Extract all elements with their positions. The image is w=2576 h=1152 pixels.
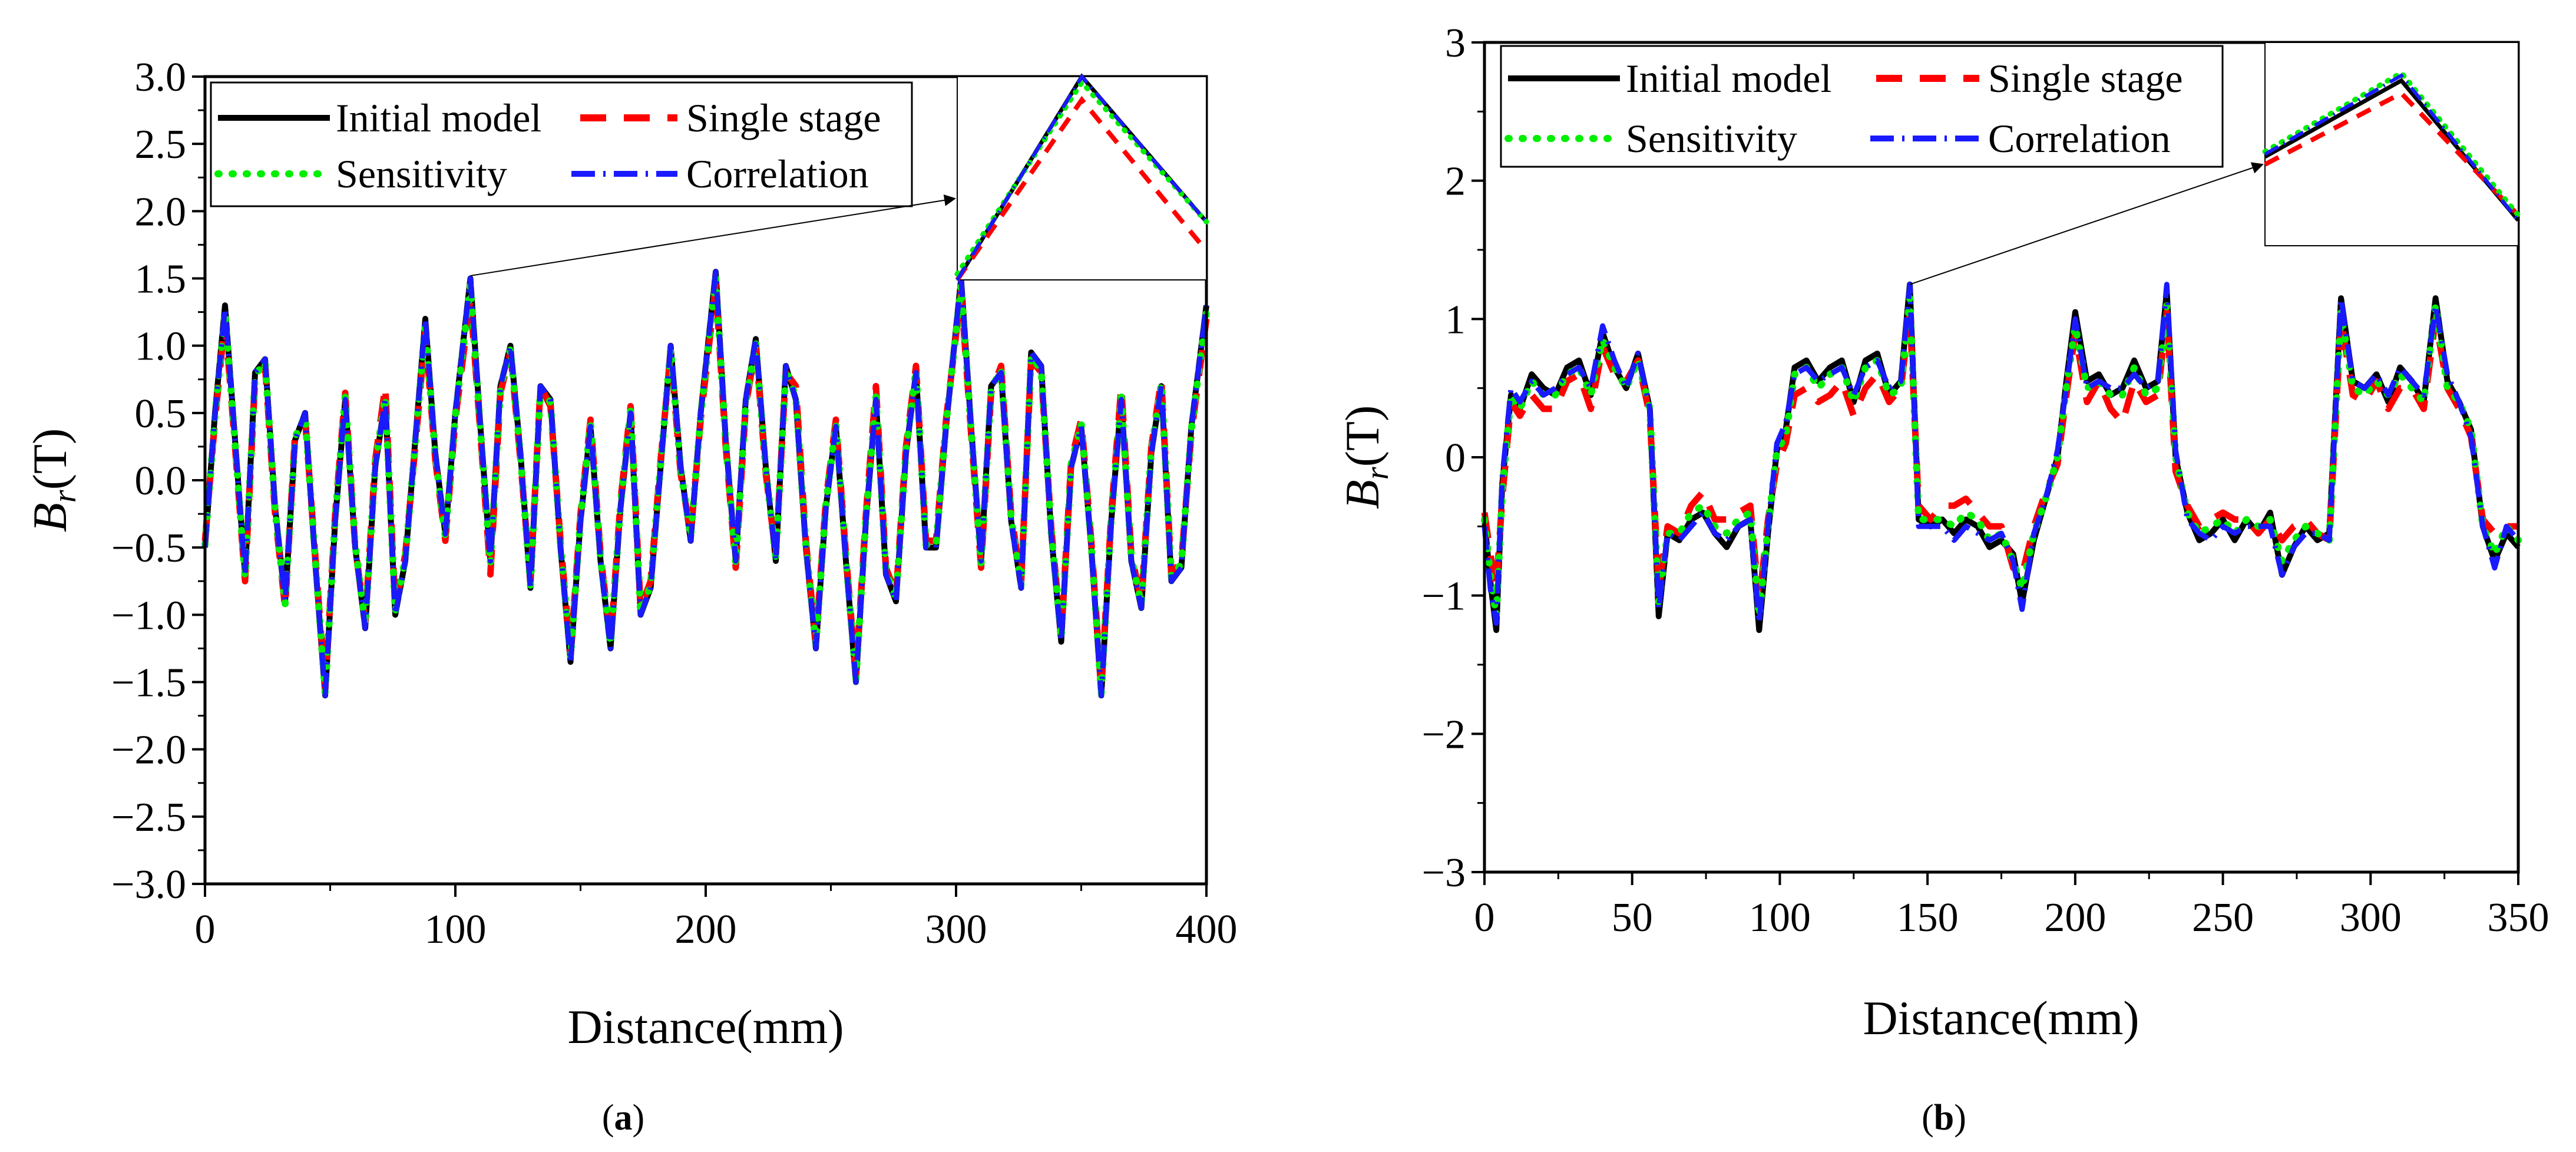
inset-b (2262, 42, 2521, 246)
x-tick-label-50-b: 50 (1612, 895, 1653, 940)
zoom-arrow-a (470, 194, 956, 276)
y-tick-label-2-a: −2.0 (111, 728, 186, 773)
series-line-correlation-b (1482, 282, 2521, 626)
legend-label-initial-model-b: Initial model (1626, 56, 1831, 101)
legend-label-sensitivity-a: Sensitivity (336, 151, 507, 196)
y-axis-label-b: Br(T) (1335, 405, 1396, 510)
inset-line-single-stage-b (2264, 90, 2520, 217)
y-axis-subscript-b: r (1359, 467, 1396, 480)
y-axis-unit-a: (T) (23, 428, 77, 490)
x-tick-label-0-a: 0 (195, 907, 216, 952)
legend-label-single-stage-a: Single stage (686, 95, 881, 140)
legend-label-single-stage-b: Single stage (1988, 56, 2183, 101)
y-axis-unit-b: (T) (1335, 405, 1389, 467)
y-tick-label-5-a: −0.5 (111, 526, 186, 571)
legend-a: Initial model Single stage Sensitivity C… (210, 81, 913, 207)
x-tick-label-100-b: 100 (1749, 895, 1811, 940)
x-tick-label-150-b: 150 (1897, 895, 1959, 940)
inset-lines-a (954, 73, 1209, 282)
legend-label-correlation-b: Correlation (1988, 116, 2171, 161)
y-tick-label-1-a: −2.5 (111, 795, 186, 840)
y-tick-label-4-a: −1.0 (111, 593, 186, 638)
panel-label-b: (b) (1922, 1098, 1966, 1138)
inset-frame-b (2264, 42, 2519, 246)
y-tick-label-1-b: −2 (1422, 712, 1466, 757)
inset-a (954, 73, 1209, 282)
x-tick-label-200-a: 200 (675, 907, 737, 952)
axis-ticks-a: 0 100 200 300 400 −3.0 −2.5 −2.0 −1.5 −1.0 −0.5 0.0… (111, 55, 1237, 952)
x-tick-label-0-b: 0 (1474, 895, 1495, 940)
y-tick-label-3-b: 0 (1445, 435, 1466, 481)
y-tick-label-9-a: 1.5 (135, 257, 187, 302)
x-axis-label-b: Distance(mm) (1863, 991, 2139, 1045)
legend-b: Initial model Single stage Sensitivity C… (1500, 45, 2224, 168)
inset-line-correlation-a (955, 73, 1208, 281)
inset-line-sensitivity-a (954, 78, 1209, 277)
axis-ticks-b: 0 50 100 150 200 250 300 350 −3 −2 −1 0 1 2 3 (1422, 21, 2549, 940)
series-line-correlation-a (202, 269, 1209, 698)
x-tick-label-300-a: 300 (925, 907, 987, 952)
zoom-arrow-b (1909, 162, 2264, 285)
series-line-initial-model-b (1482, 281, 2521, 633)
inset-frame-a (957, 76, 1207, 280)
inset-line-single-stage-a (955, 95, 1209, 282)
y-tick-label-5-b: 2 (1445, 159, 1466, 204)
panel-label-a: (a) (602, 1098, 644, 1138)
legend-label-correlation-a: Correlation (686, 151, 869, 196)
series-line-sensitivity-b (1481, 295, 2522, 620)
legend-label-sensitivity-b: Sensitivity (1626, 116, 1797, 161)
y-axis-label-a: Br(T) (23, 428, 83, 533)
legend-frame-a (210, 81, 913, 207)
y-tick-label-6-b: 3 (1445, 21, 1466, 66)
y-tick-label-0-b: −3 (1422, 850, 1466, 896)
y-tick-label-8-a: 1.0 (135, 324, 187, 369)
chart-panel-b: 0 50 100 150 200 250 300 350 −3 −2 −1 0 1 2 3 Initial … (1335, 21, 2549, 1138)
y-tick-label-10-a: 2.0 (135, 189, 187, 235)
series-line-initial-model-a (202, 269, 1209, 699)
legend-label-initial-model-a: Initial model (336, 95, 541, 140)
inset-line-correlation-b (2264, 73, 2520, 222)
y-tick-label-11-a: 2.5 (135, 122, 187, 167)
x-axis-label-a: Distance(mm) (567, 1000, 844, 1054)
x-tick-label-100-a: 100 (425, 907, 487, 952)
series-layer-a (201, 269, 1210, 699)
y-tick-label-12-a: 3.0 (135, 55, 187, 100)
chart-panel-a: 0 100 200 300 400 −3.0 −2.5 −2.0 −1.5 −1.0 −0.5 0.0… (23, 55, 1238, 1138)
x-tick-label-250-b: 250 (2192, 895, 2254, 940)
y-axis-symbol-b: B (1335, 480, 1389, 509)
x-tick-label-400-a: 400 (1176, 907, 1238, 952)
y-tick-label-6-a: 0.0 (135, 458, 187, 504)
y-tick-label-2-b: −1 (1422, 574, 1466, 619)
y-axis-subscript-a: r (47, 490, 83, 503)
y-tick-label-3-a: −1.5 (111, 661, 186, 706)
y-tick-label-4-b: 1 (1445, 297, 1466, 342)
x-tick-label-200-b: 200 (2044, 895, 2106, 940)
series-layer-b (1481, 281, 2522, 633)
inset-lines-b (2262, 69, 2521, 222)
x-tick-label-300-b: 300 (2340, 895, 2402, 940)
inset-line-sensitivity-b (2262, 69, 2521, 218)
y-tick-label-7-a: 0.5 (135, 391, 187, 437)
x-tick-label-350-b: 350 (2488, 895, 2549, 940)
y-tick-label-0-a: −3.0 (111, 862, 186, 907)
y-axis-symbol-a: B (23, 503, 77, 532)
legend-frame-b (1500, 45, 2224, 168)
